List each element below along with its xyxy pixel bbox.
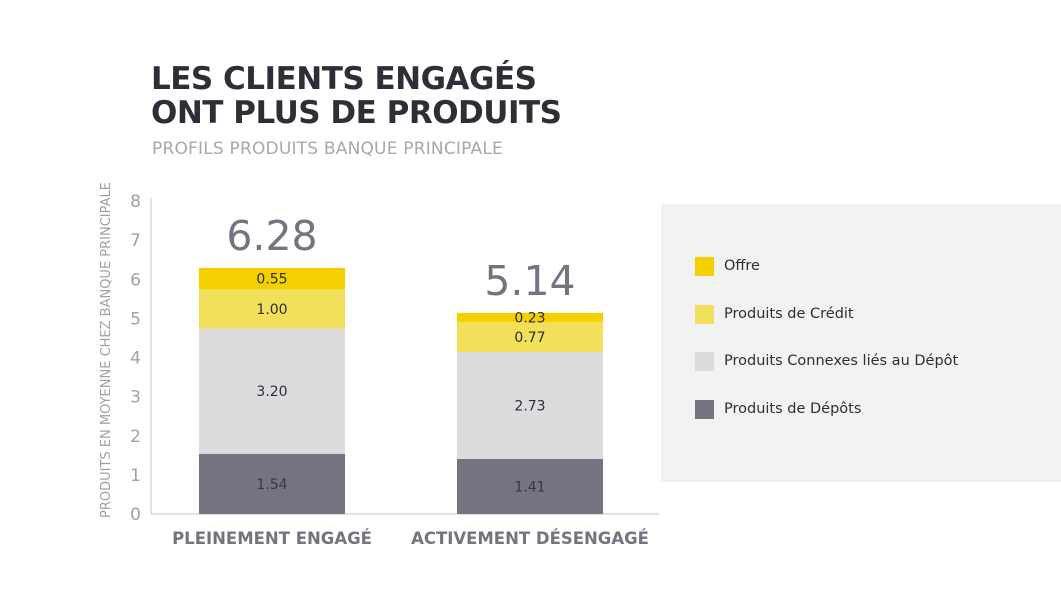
y-tick-label: 2	[130, 427, 141, 447]
y-axis-title: PRODUITS EN MOYENNE CHEZ BANQUE PRINCIPA…	[99, 182, 114, 518]
chart-title-line-2: ONT PLUS DE PRODUITS	[151, 95, 562, 131]
data-label: 1.54	[256, 477, 287, 493]
y-tick-label: 5	[130, 309, 141, 329]
bar-segment	[199, 289, 345, 329]
legend-label: Produits de Crédit	[724, 306, 854, 322]
data-label: 2.73	[514, 398, 545, 414]
y-tick-label: 7	[130, 231, 141, 251]
legend-item: Offre	[695, 256, 760, 276]
bar-total-label: 5.14	[484, 257, 575, 305]
y-tick-label: 8	[130, 192, 141, 212]
legend-item: Produits Connexes liés au Dépôt	[695, 351, 958, 371]
data-label: 1.00	[256, 302, 287, 318]
chart-title-line-1: LES CLIENTS ENGAGÉS	[151, 61, 537, 97]
bar-segment	[457, 352, 603, 459]
bar-segment	[199, 328, 345, 454]
legend-swatch	[695, 304, 714, 324]
legend-label: Offre	[724, 258, 760, 274]
legend-item: Produits de Dépôts	[695, 399, 861, 419]
y-tick-label: 4	[130, 349, 141, 369]
legend-swatch	[695, 351, 714, 371]
legend-label: Produits de Dépôts	[724, 401, 862, 417]
x-tick-label: ACTIVEMENT DÉSENGAGÉ	[411, 529, 649, 548]
y-tick-label: 6	[130, 270, 141, 290]
x-tick-label: PLEINEMENT ENGAGÉ	[172, 529, 372, 548]
labels: 1.54 3.20 1.00 0.55 6.28 PLEINEMENT ENGAGÉ 1.4…	[172, 212, 649, 548]
legend-item: Produits de Crédit	[695, 304, 854, 324]
bar-segment	[199, 453, 345, 514]
axes: 0 1 2 3 4 5 6 7 8 PRODUITS EN MOYENNE CHEZ BANQUE…	[99, 182, 659, 525]
bar-segment	[457, 458, 603, 514]
data-label: 3.20	[256, 384, 287, 400]
chart-subtitle: PROFILS PRODUITS BANQUE PRINCIPALE	[152, 139, 503, 159]
data-label: 0.55	[256, 272, 287, 288]
bar-segment	[457, 321, 603, 353]
data-label: 0.23	[514, 310, 545, 326]
bar-segment	[457, 312, 603, 322]
legend: Offre Produits de Crédit Produits Connexes…	[661, 204, 1061, 482]
chart-title: LES CLIENTS ENGAGÉS ONT PLUS DE PRODUITS	[151, 61, 562, 131]
data-label: 1.41	[514, 479, 545, 495]
legend-swatch	[695, 399, 714, 419]
legend-label: Produits Connexes liés au Dépôt	[724, 353, 959, 369]
y-tick-label: 3	[130, 388, 141, 408]
legend-swatch	[695, 256, 714, 276]
bar-segment	[199, 267, 345, 290]
data-label: 0.77	[514, 330, 545, 346]
bar-total-label: 6.28	[226, 212, 317, 260]
y-tick-label: 0	[130, 505, 141, 525]
bars	[199, 267, 603, 514]
y-tick-label: 1	[130, 466, 141, 486]
